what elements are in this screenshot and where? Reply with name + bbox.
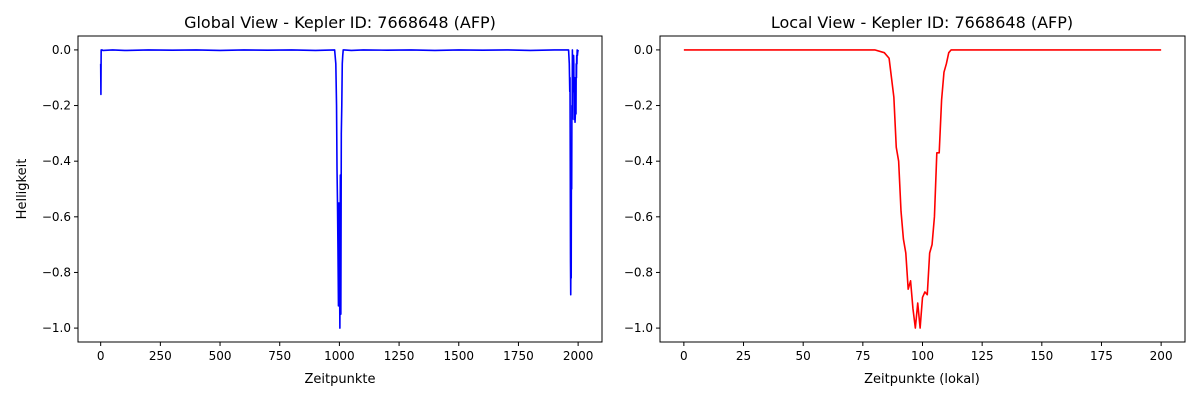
global-view-panel: Global View - Kepler ID: 7668648 (AFP) 0… [15,13,603,387]
local-view-x-tick-label: 150 [1030,349,1053,363]
global-view-x-tick-label: 1000 [324,349,355,363]
global-view-x-tick-label: 750 [268,349,291,363]
global-view-y-axis-label: Helligkeit [15,159,30,220]
global-view-axes-frame [77,35,603,343]
global-view-series-line-0 [99,49,579,329]
global-view-plot-area: 0 250 500 750 1000 1250 1500 1750 2000 0.0 −0.2 −0.… [42,43,594,363]
local-view-axes-frame [659,35,1186,343]
local-view-x-axis-label: Zeitpunkte (lokal) [864,372,980,387]
local-view-panel: Local View - Kepler ID: 7668648 (AFP) 0 2… [624,13,1186,387]
local-view-y-tick-label: −0.2 [624,99,653,113]
global-view-y-tick-label: −0.8 [42,265,71,279]
local-view-x-tick-label: 100 [911,349,934,363]
global-view-y-tick-label: −0.2 [42,99,71,113]
local-view-y-tick-label: −1.0 [624,321,653,335]
global-view-x-tick-label: 500 [209,349,232,363]
global-view-y-tick-label: −1.0 [42,321,71,335]
local-view-x-tick-label: 0 [680,349,688,363]
local-view-x-tick-label: 75 [855,349,870,363]
local-view-series-line-0 [683,49,1162,329]
local-view-y-tick-label: −0.6 [624,210,653,224]
local-view-x-tick-label: 50 [796,349,811,363]
global-view-title: Global View - Kepler ID: 7668648 (AFP) [184,13,496,32]
global-view-x-tick-label: 2000 [563,349,594,363]
global-view-y-tick-label: −0.4 [42,154,71,168]
global-view-x-tick-label: 1750 [503,349,534,363]
global-view-x-tick-label: 0 [97,349,105,363]
global-view-x-tick-label: 1500 [443,349,474,363]
global-view-y-tick-label: 0.0 [52,43,71,57]
local-view-y-tick-label: 0.0 [634,43,653,57]
local-view-title: Local View - Kepler ID: 7668648 (AFP) [771,13,1073,32]
local-view-x-tick-label: 25 [736,349,751,363]
local-view-y-tick-label: −0.8 [624,265,653,279]
local-view-x-tick-label: 175 [1090,349,1113,363]
global-view-x-tick-label: 1250 [384,349,415,363]
global-view-y-tick-label: −0.6 [42,210,71,224]
global-view-x-tick-label: 250 [149,349,172,363]
local-view-y-tick-label: −0.4 [624,154,653,168]
global-view-x-axis-label: Zeitpunkte [305,372,376,387]
local-view-x-tick-label: 200 [1150,349,1173,363]
local-view-plot-area: 0 25 50 75 100 125 150 175 200 0.0 −0.2 −0.4 −0.6 −0.… [624,43,1173,363]
local-view-x-tick-label: 125 [971,349,994,363]
